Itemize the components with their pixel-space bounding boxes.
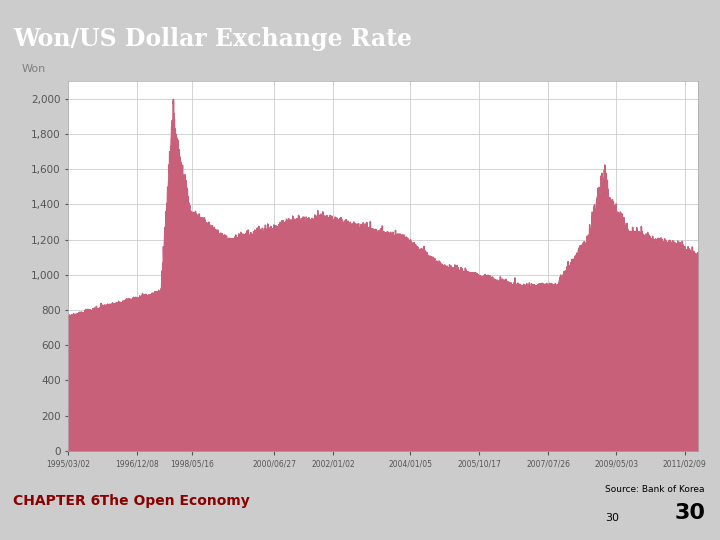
Text: The Open Economy: The Open Economy [85,495,250,508]
Text: 30: 30 [675,503,706,523]
Text: CHAPTER 6: CHAPTER 6 [13,495,100,508]
Text: Source: Bank of Korea: Source: Bank of Korea [605,485,704,494]
Text: Won/US Dollar Exchange Rate: Won/US Dollar Exchange Rate [13,26,412,51]
Text: 30: 30 [605,512,618,523]
Text: Won: Won [21,64,45,73]
